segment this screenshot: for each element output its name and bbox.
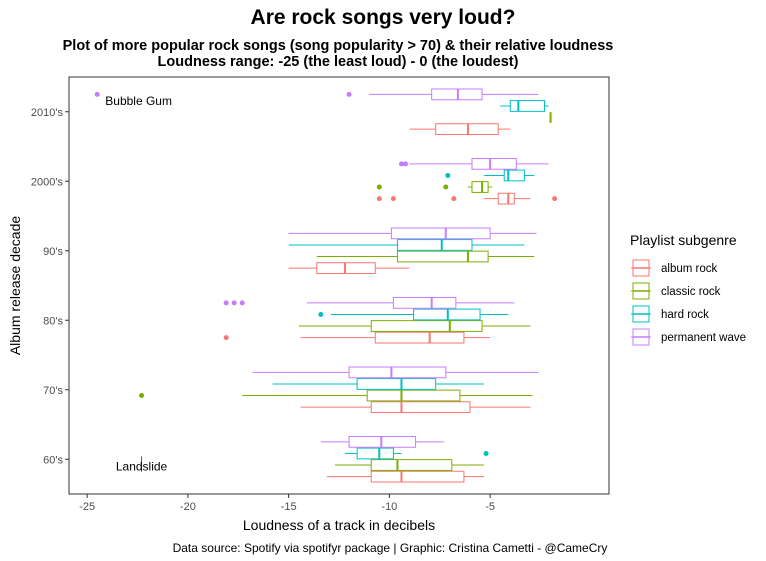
y-axis-title: Album release decade bbox=[7, 216, 23, 356]
box-classic-rock-70-s bbox=[366, 389, 461, 402]
box-hard-rock-90-s bbox=[396, 239, 473, 251]
box-album-rock-2010-s bbox=[435, 123, 499, 136]
x-tick-label-5: -5 bbox=[485, 501, 495, 513]
outlier-hard-rock-80-s-0 bbox=[318, 311, 324, 317]
outlier-permanent-wave-2010-s-0 bbox=[346, 91, 352, 97]
box-album-rock-90-s bbox=[316, 262, 376, 275]
box-hard-rock-2010-s bbox=[509, 100, 546, 112]
x-tick-label-15: -15 bbox=[281, 501, 297, 513]
outlier-album-rock-2000-s-1 bbox=[390, 196, 396, 202]
outlier-classic-rock-70-s-0 bbox=[139, 393, 145, 399]
box-classic-rock-80-s bbox=[370, 320, 483, 332]
y-tick-label-2000-s: 2000's bbox=[31, 176, 64, 188]
box-permanent-wave-2010-s bbox=[431, 88, 483, 101]
chart-subtitle-line-2: Loudness range: -25 (the least loud) - 0… bbox=[157, 54, 519, 70]
y-tick-label-80-s: 80's bbox=[43, 315, 63, 327]
x-tick-label-25: -25 bbox=[79, 501, 95, 513]
outlier-permanent-wave-80-s-2 bbox=[239, 300, 245, 306]
box-permanent-wave-90-s bbox=[390, 227, 491, 240]
x-axis-title: Loudness of a track in decibels bbox=[243, 517, 435, 533]
y-tick-label-90-s: 90's bbox=[43, 246, 63, 258]
box-permanent-wave-2000-s bbox=[471, 157, 517, 170]
outlier-hard-rock-60-s-0 bbox=[483, 450, 489, 456]
x-tick-label-10: -10 bbox=[381, 501, 397, 513]
outlier-album-rock-2000-s-0 bbox=[376, 196, 382, 202]
outlier-album-rock-2000-s-3 bbox=[552, 196, 558, 202]
y-tick-label-60-s: 60's bbox=[43, 454, 63, 466]
box-album-rock-60-s bbox=[370, 470, 465, 483]
outlier-permanent-wave-2000-s-1 bbox=[402, 161, 408, 167]
outlier-classic-rock-2000-s-1 bbox=[443, 184, 449, 190]
legend-title: Playlist subgenre bbox=[630, 232, 737, 248]
outlier-album-rock-2000-s-2 bbox=[451, 196, 457, 202]
box-classic-rock-2000-s bbox=[471, 181, 489, 193]
box-album-rock-80-s bbox=[374, 331, 465, 344]
y-tick-label-70-s: 70's bbox=[43, 385, 63, 397]
outlier-permanent-wave-2000-s-0 bbox=[398, 161, 404, 167]
box-album-rock-70-s bbox=[370, 401, 471, 414]
box-classic-rock-60-s bbox=[370, 459, 453, 471]
box-permanent-wave-80-s bbox=[392, 296, 457, 309]
legend-label-hard-rock: hard rock bbox=[661, 309, 709, 321]
outlier-classic-rock-2000-s-0 bbox=[376, 184, 382, 190]
chart-subtitle-line-1: Plot of more popular rock songs (song po… bbox=[62, 38, 614, 54]
legend-label-permanent-wave: permanent wave bbox=[661, 332, 746, 344]
box-hard-rock-80-s bbox=[413, 308, 481, 321]
chart-caption: Data source: Spotify via spotifyr packag… bbox=[172, 541, 608, 555]
legend-label-classic-rock: classic rock bbox=[661, 286, 721, 298]
box-classic-rock-90-s bbox=[396, 250, 489, 263]
box-permanent-wave-70-s bbox=[348, 366, 447, 379]
outlier-hard-rock-2000-s-0 bbox=[445, 172, 451, 178]
box-permanent-wave-60-s bbox=[348, 435, 417, 448]
box-hard-rock-60-s bbox=[356, 447, 394, 460]
outlier-permanent-wave-80-s-1 bbox=[231, 300, 237, 306]
chart-title: Are rock songs very loud? bbox=[250, 6, 516, 29]
annotation-landslide: Landslide bbox=[116, 459, 168, 473]
outlier-album-rock-80-s-0 bbox=[223, 335, 229, 341]
box-hard-rock-70-s bbox=[356, 378, 437, 390]
box-album-rock-2000-s bbox=[497, 192, 515, 205]
outlier-permanent-wave-2010-s-1 bbox=[94, 91, 100, 97]
outlier-permanent-wave-80-s-0 bbox=[223, 300, 229, 306]
x-tick-label-20: -20 bbox=[180, 501, 196, 513]
legend-label-album-rock: album rock bbox=[661, 263, 717, 275]
plot-panel bbox=[68, 76, 610, 495]
box-hard-rock-2000-s bbox=[503, 169, 525, 182]
y-tick-label-2010-s: 2010's bbox=[31, 107, 64, 119]
annotation-bubble-gum: Bubble Gum bbox=[105, 94, 172, 108]
